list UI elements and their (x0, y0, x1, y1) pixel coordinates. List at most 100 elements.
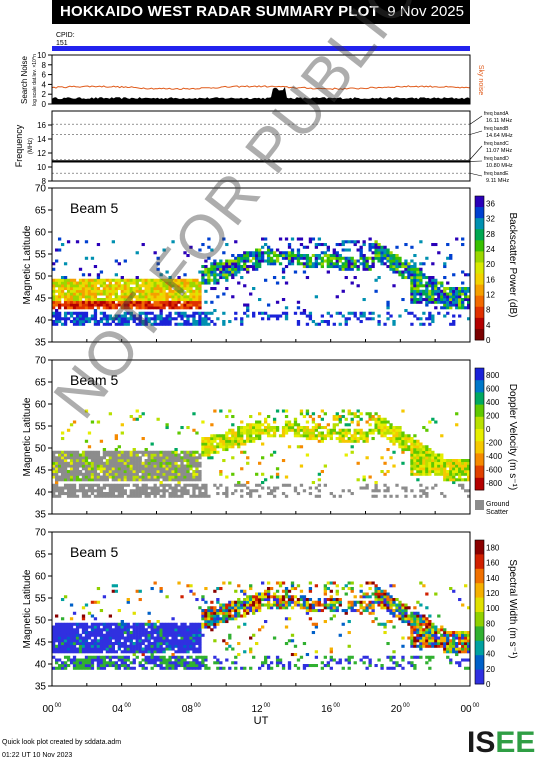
heatmap-cell (57, 278, 62, 282)
heatmap-cell (162, 453, 166, 457)
heatmap-cell (123, 647, 127, 651)
heatmap-cell (99, 642, 104, 646)
heatmap-cell (66, 622, 71, 626)
heatmap-cell (72, 647, 77, 651)
heatmap-cell (219, 661, 223, 665)
heatmap-cell (189, 303, 193, 307)
heatmap-cell (410, 461, 414, 465)
heatmap-cell (332, 606, 336, 610)
heatmap-cell (234, 666, 238, 670)
heatmap-cell (87, 284, 92, 288)
heatmap-cell (210, 448, 214, 452)
heatmap-cell (162, 456, 166, 460)
heatmap-cell (120, 431, 124, 435)
heatmap-cell (350, 420, 354, 424)
heatmap-cell (216, 437, 220, 441)
heatmap-cell (258, 603, 262, 607)
heatmap-cell (111, 642, 115, 646)
heatmap-cell (156, 450, 160, 454)
freq-ytick-label: 10 (37, 163, 46, 172)
heatmap-cell (350, 450, 354, 454)
heatmap-cell (368, 265, 372, 269)
heatmap-cell (425, 256, 429, 260)
heatmap-cell (243, 265, 247, 269)
heatmap-cell (81, 661, 86, 665)
heatmap-cell (452, 298, 456, 302)
heatmap-cell (386, 256, 390, 260)
heatmap-cell (210, 628, 214, 632)
heatmap-cell (192, 592, 196, 596)
heatmap-cell (359, 584, 363, 588)
heatmap-cell (174, 300, 178, 304)
heatmap-cell (117, 625, 121, 629)
heatmap-cell (350, 281, 354, 285)
heatmap-cell (392, 442, 396, 446)
heatmap-cell (281, 431, 286, 435)
heatmap-cell (204, 617, 208, 621)
heatmap-cell (278, 603, 283, 607)
heatmap-cell (138, 317, 142, 321)
heatmap-cell (54, 284, 59, 288)
heatmap-cell (284, 475, 289, 479)
heatmap-cell (329, 431, 333, 435)
heatmap-cell (195, 622, 199, 626)
heatmap-cell (162, 248, 166, 252)
heatmap-cell (117, 622, 121, 626)
heatmap-cell (78, 470, 83, 474)
heatmap-cell (96, 300, 101, 304)
heatmap-cell (329, 256, 333, 260)
heatmap-cell (156, 639, 160, 643)
heatmap-cell (332, 658, 336, 662)
colorbar-swatch (475, 416, 484, 430)
heatmap-cell (141, 437, 145, 441)
heatmap-cell (416, 281, 420, 285)
heatmap-cell (132, 320, 136, 324)
heatmap-cell (458, 298, 462, 302)
heatmap-cell (467, 317, 471, 321)
heatmap-cell (192, 453, 196, 457)
heatmap-cell (228, 445, 232, 449)
heatmap-cell (237, 600, 241, 604)
heatmap-cell (141, 666, 145, 670)
heatmap-cell (374, 412, 378, 416)
heatmap-cell (278, 598, 283, 602)
heatmap-cell (69, 295, 74, 299)
heatmap-cell (443, 461, 447, 465)
heatmap-cell (78, 278, 83, 282)
heatmap-cell (117, 450, 121, 454)
heatmap-cell (183, 636, 187, 640)
heatmap-cell (219, 606, 223, 610)
heatmap-cell (213, 625, 217, 629)
heatmap-cell (120, 453, 124, 457)
heatmap-cell (54, 631, 59, 635)
heatmap-cell (57, 237, 62, 241)
heatmap-cell (52, 633, 56, 637)
heatmap-cell (141, 306, 145, 310)
heatmap-cell (353, 428, 357, 432)
heatmap-cell (416, 614, 420, 618)
heatmap-cell (144, 464, 148, 468)
heatmap-cell (105, 628, 110, 632)
heatmap-cell (386, 254, 390, 258)
heatmap-cell (287, 617, 292, 621)
heatmap-cell (240, 322, 244, 326)
heatmap-cell (395, 262, 399, 266)
heatmap-cell (213, 611, 217, 615)
colorbar-swatch (475, 568, 484, 584)
heatmap-cell (186, 453, 190, 457)
heatmap-cell (69, 622, 74, 626)
heatmap-cell (204, 317, 208, 321)
heatmap-cell (407, 661, 411, 665)
heatmap-cell (150, 625, 154, 629)
heatmap-cell (54, 248, 59, 252)
heatmap-cell (446, 298, 450, 302)
heatmap-cell (153, 281, 157, 285)
heatmap-cell (180, 450, 184, 454)
heatmap-cell (78, 644, 83, 648)
heatmap-cell (144, 639, 148, 643)
heatmap-cell (192, 628, 196, 632)
heatmap-cell (246, 309, 250, 313)
heatmap-cell (162, 494, 166, 498)
heatmap-cell (195, 486, 199, 490)
heatmap-cell (368, 606, 372, 610)
